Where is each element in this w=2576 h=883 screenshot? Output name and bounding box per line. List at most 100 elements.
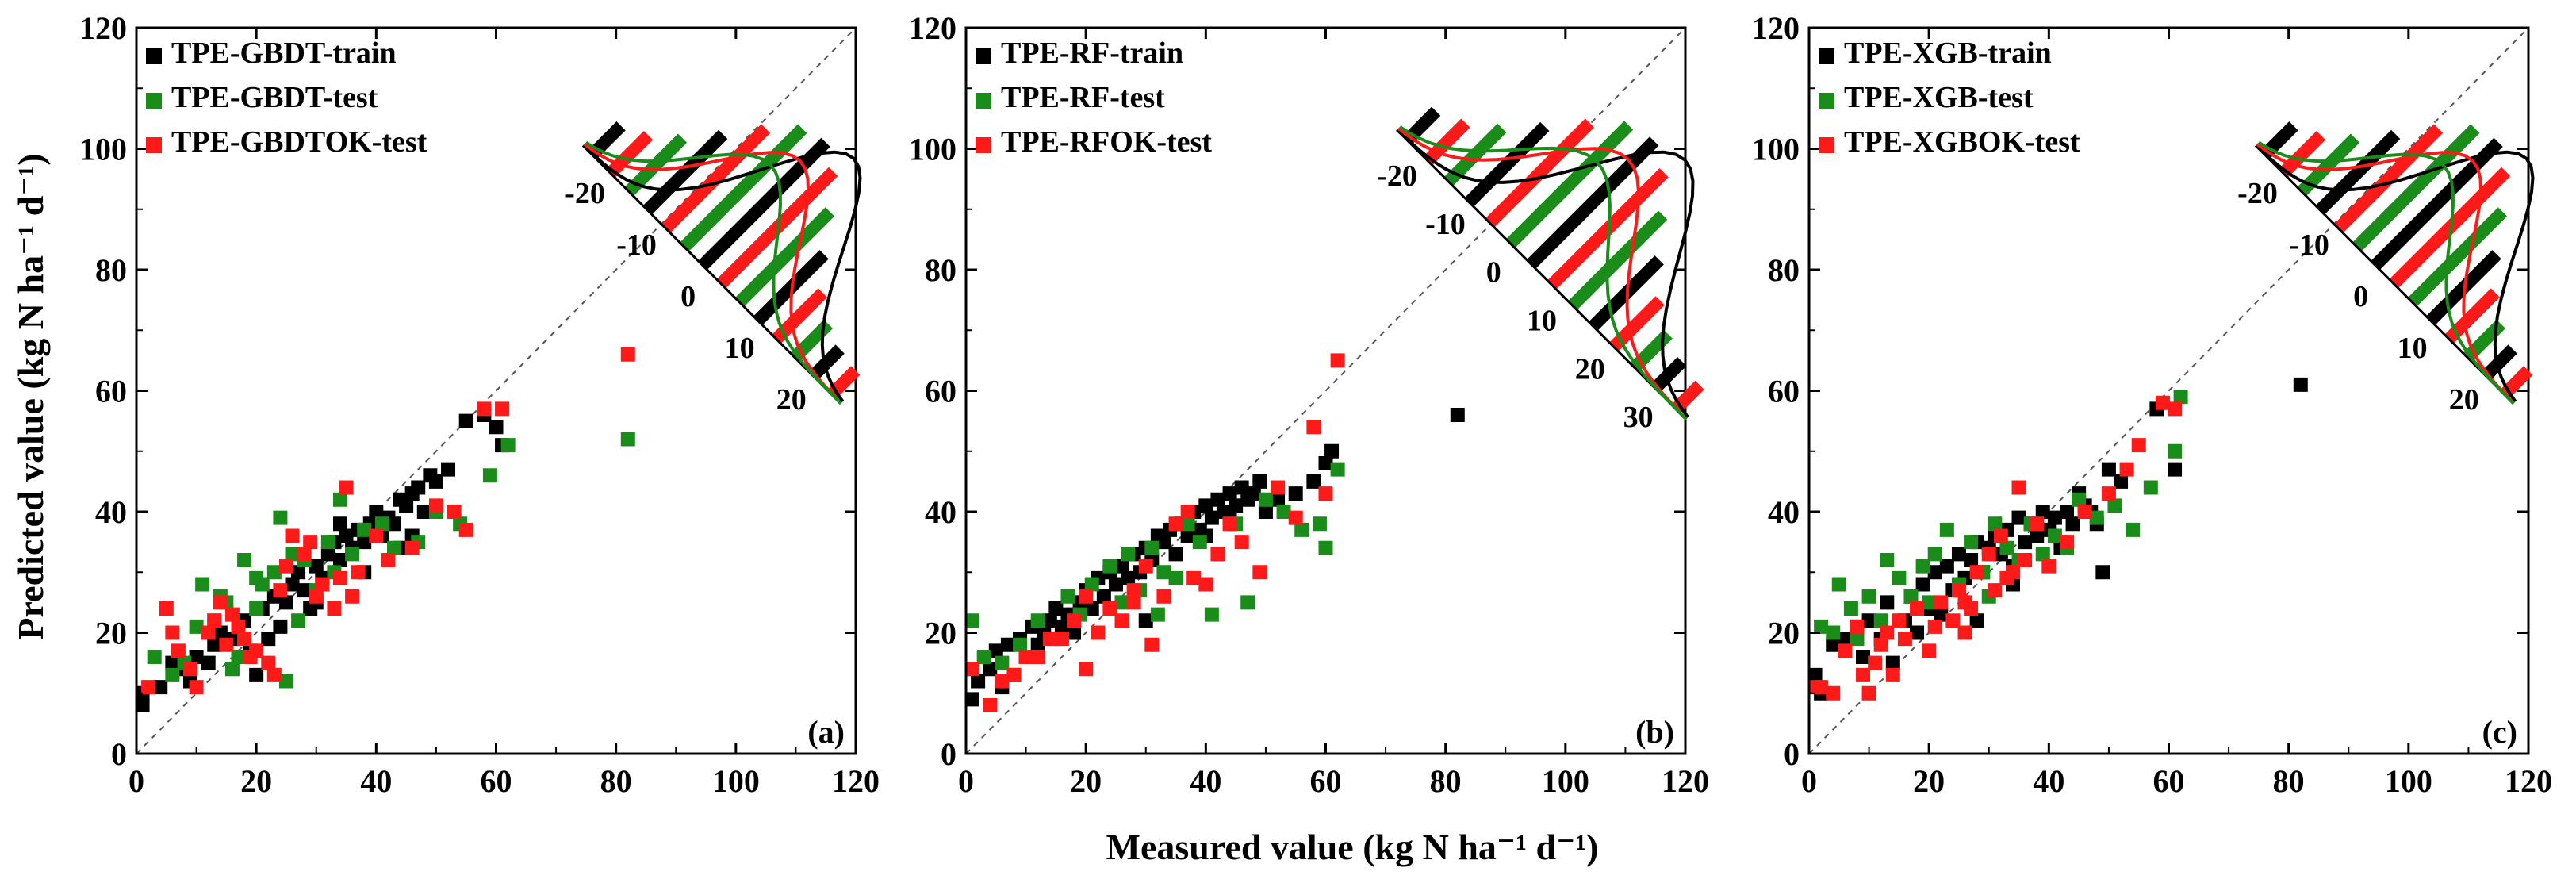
data-point (1861, 613, 1876, 628)
data-point (1318, 456, 1333, 470)
data-point (1312, 516, 1327, 532)
data-point (278, 595, 293, 610)
inset-tick-label: -10 (616, 228, 657, 262)
histogram-bar (2315, 129, 2401, 215)
data-point (1079, 589, 1094, 604)
data-point (620, 432, 635, 447)
x-tick-label: 0 (128, 763, 144, 799)
data-point (1144, 540, 1160, 555)
density-curve (583, 143, 842, 405)
data-point (278, 674, 293, 689)
data-point (1306, 474, 1321, 489)
data-point (2030, 528, 2045, 543)
inset-tick-label: 10 (725, 332, 755, 365)
data-point (1168, 547, 1183, 562)
data-point (2035, 547, 2050, 562)
y-tick-label: 120 (79, 10, 127, 46)
data-point (369, 528, 384, 543)
inset-tick-label: -10 (2289, 228, 2329, 262)
y-tick-label: 0 (941, 736, 956, 772)
data-point (387, 540, 402, 555)
data-point (1885, 655, 1900, 670)
data-point (1150, 607, 1165, 622)
data-point (1042, 613, 1057, 628)
data-point (320, 547, 335, 562)
x-tick-label: 100 (712, 763, 760, 799)
data-point (1006, 667, 1022, 682)
data-point (1192, 535, 1207, 550)
data-point (1868, 655, 1883, 670)
data-point (1951, 583, 1966, 598)
data-point (2011, 480, 2026, 495)
data-point (320, 535, 335, 550)
histogram-bar (1485, 118, 1595, 228)
x-tick-label: 40 (2033, 763, 2064, 799)
data-point (1258, 505, 1273, 519)
data-point (207, 637, 222, 652)
data-point (165, 655, 180, 670)
legend-marker (146, 48, 162, 64)
data-point (1246, 486, 1261, 501)
x-tick-label: 60 (481, 763, 512, 799)
data-point (1324, 443, 1340, 459)
x-tick-label: 120 (2505, 763, 2552, 799)
data-point (1993, 528, 2008, 543)
inset-tick-label: 10 (2398, 332, 2428, 365)
data-point (1306, 420, 1321, 435)
data-point (988, 643, 1003, 658)
data-point (1807, 667, 1823, 682)
data-point (1861, 685, 1876, 701)
data-point (1927, 619, 1942, 634)
data-point (2060, 505, 2075, 519)
data-point (1121, 570, 1136, 585)
data-point (1957, 595, 1972, 610)
x-tick-label: 60 (2153, 763, 2185, 799)
data-point (369, 505, 384, 519)
data-point (147, 650, 162, 664)
data-point (495, 401, 510, 417)
series-3 (964, 353, 1345, 712)
data-point (971, 674, 986, 689)
data-point (2035, 505, 2050, 519)
data-point (345, 547, 360, 562)
data-point (1042, 632, 1057, 647)
data-point (297, 547, 312, 562)
data-point (1318, 540, 1333, 555)
x-tick-label: 120 (1662, 763, 1709, 799)
inset-axis (2254, 144, 2515, 405)
data-point (1234, 535, 1249, 550)
inset-tick-label: -10 (1425, 208, 1466, 241)
data-point (1229, 498, 1244, 513)
data-point (273, 619, 288, 634)
data-point (1060, 589, 1075, 604)
data-point (1318, 486, 1333, 501)
data-point (1204, 607, 1219, 622)
inset-tick-label: 20 (2449, 383, 2479, 417)
y-tick-label: 40 (95, 494, 127, 530)
y-tick-label: 100 (1752, 132, 1800, 167)
density-curve (585, 140, 842, 405)
series-3 (141, 347, 635, 695)
panel-2: 0 20 40 60 80 100 120020406080100120TPE-RF-tra… (909, 10, 1709, 799)
data-point (1276, 505, 1291, 519)
data-point (1880, 595, 1895, 610)
data-point (2131, 438, 2146, 453)
y-tick-label: 120 (1752, 10, 1800, 46)
data-point (171, 643, 186, 658)
data-point (1084, 577, 1099, 592)
y-tick-label: 80 (95, 252, 127, 288)
data-point (1922, 595, 1937, 610)
x-tick-label: 120 (832, 763, 880, 799)
x-axis-title: Measured value (kg N ha⁻¹ d⁻¹) (1106, 827, 1599, 867)
residual-histogram-inset: -20 -10 0 10 20 (2237, 121, 2535, 417)
data-point (1826, 625, 1841, 640)
density-curve (2257, 140, 2515, 405)
data-point (351, 565, 366, 580)
data-point (1121, 547, 1136, 562)
data-point (1885, 667, 1900, 682)
panel-3: 0 20 40 60 80 100 120020406080100120TPE-XGB-tr… (1752, 10, 2552, 799)
legend-marker (976, 93, 991, 109)
x-tick-label: 20 (1913, 763, 1945, 799)
data-point (1252, 565, 1267, 580)
inset-tick-label: 30 (1623, 401, 1654, 434)
